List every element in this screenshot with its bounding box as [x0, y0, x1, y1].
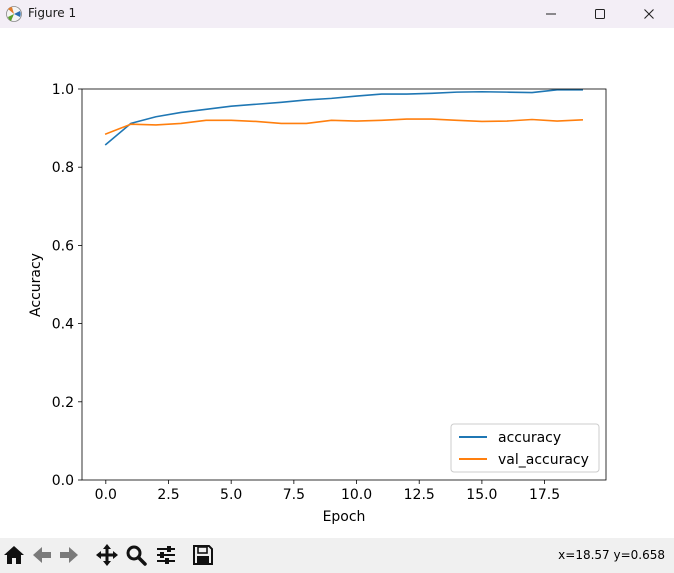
forward-button[interactable] — [56, 542, 82, 568]
legend-label-val-accuracy: val_accuracy — [498, 452, 589, 468]
y-tick-label: 0.8 — [52, 160, 74, 176]
x-axis-ticks: 0.0 2.5 5.0 7.5 10.0 12.5 15.0 17.5 — [95, 480, 560, 503]
accuracy-chart: 0.0 2.5 5.0 7.5 10.0 12.5 15.0 17.5 0.00.20.40.… — [28, 82, 607, 525]
floppy-disk-icon — [193, 545, 213, 565]
matplotlib-figure-icon — [6, 6, 22, 22]
x-tick-label: 2.5 — [157, 487, 179, 503]
x-tick-label: 0.0 — [95, 487, 117, 503]
close-icon — [644, 9, 654, 19]
sliders-icon — [157, 546, 175, 564]
window-title: Figure 1 — [28, 6, 77, 20]
minimize-icon — [546, 13, 556, 15]
y-axis-ticks: 0.0 0.2 0.4 0.6 0.8 1.0 — [52, 82, 82, 489]
home-button[interactable] — [1, 542, 27, 568]
minimize-button[interactable] — [528, 0, 574, 28]
arrow-left-icon — [33, 547, 51, 563]
y-tick-label: 0.2 — [52, 395, 74, 411]
y-tick-label: 0.0 — [52, 473, 74, 489]
home-icon — [4, 546, 24, 564]
legend-label-accuracy: accuracy — [498, 430, 561, 446]
x-tick-label: 12.5 — [404, 487, 435, 503]
y-tick-label: 0.6 — [52, 238, 74, 254]
x-tick-label: 10.0 — [341, 487, 372, 503]
subplots-button[interactable] — [153, 542, 179, 568]
axes-frame — [81, 88, 607, 481]
x-tick-label: 17.5 — [529, 487, 560, 503]
series-line-val-accuracy — [104, 118, 584, 135]
legend: accuracy val_accuracy — [450, 423, 600, 473]
navigation-toolbar: x=18.57 y=0.658 — [0, 538, 674, 573]
title-bar: Figure 1 — [0, 0, 674, 28]
series-line-accuracy — [104, 88, 583, 146]
back-button[interactable] — [29, 542, 55, 568]
maximize-button[interactable] — [577, 0, 623, 28]
arrow-right-icon — [60, 547, 78, 563]
maximize-icon — [595, 9, 605, 19]
y-tick-label: 1.0 — [52, 82, 74, 98]
close-button[interactable] — [626, 0, 672, 28]
move-icon — [96, 544, 118, 566]
x-tick-label: 15.0 — [466, 487, 497, 503]
magnifier-icon — [126, 545, 147, 566]
pan-button[interactable] — [94, 542, 120, 568]
y-axis-label: Accuracy — [28, 253, 44, 317]
x-axis-label: Epoch — [323, 509, 366, 525]
cursor-coordinates: x=18.57 y=0.658 — [558, 548, 665, 562]
plot-lines — [104, 88, 584, 146]
figure-canvas[interactable]: 0.0 2.5 5.0 7.5 10.0 12.5 15.0 17.5 0.0 0.2 0.4 0.… — [0, 28, 674, 538]
x-tick-label: 5.0 — [220, 487, 242, 503]
y-tick-label: 0.4 — [52, 317, 74, 333]
save-button[interactable] — [190, 542, 216, 568]
legend-box — [450, 423, 600, 473]
x-tick-label: 7.5 — [283, 487, 305, 503]
zoom-button[interactable] — [123, 542, 149, 568]
